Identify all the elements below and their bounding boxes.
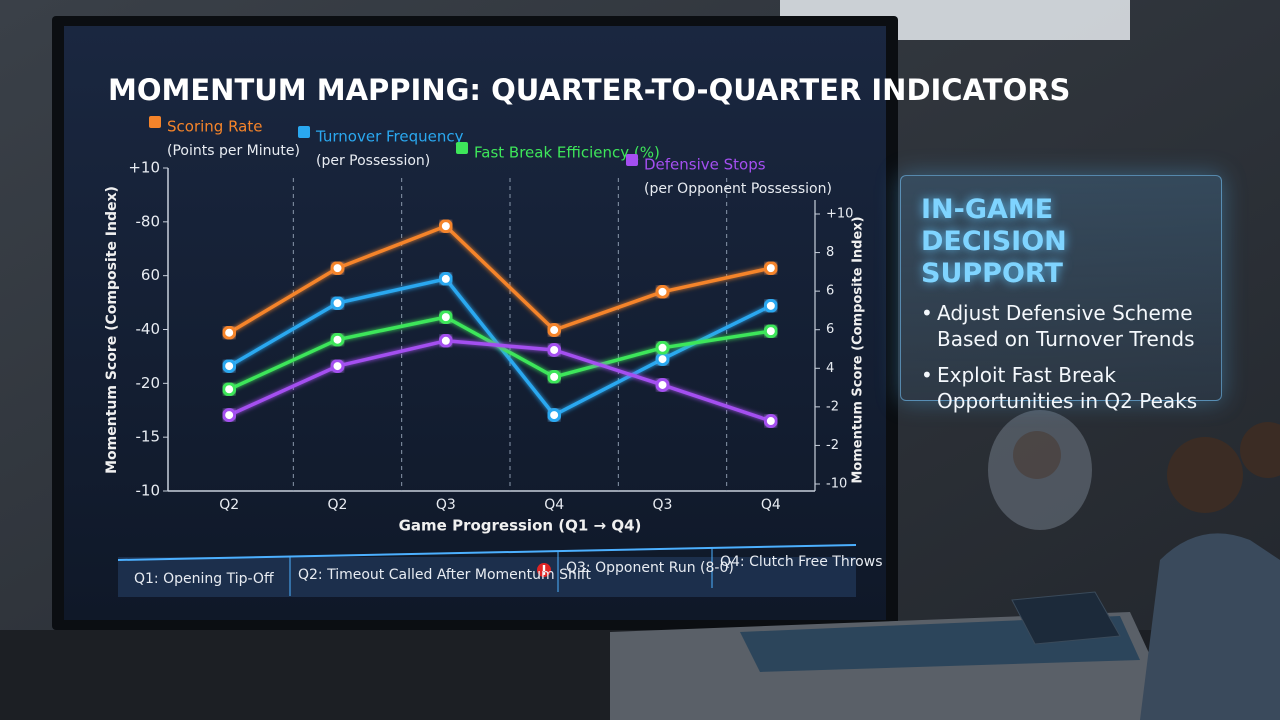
y-tick-label: -10 — [136, 482, 161, 500]
series-point — [222, 408, 237, 423]
series-point — [438, 310, 453, 325]
chart-title: MOMENTUM MAPPING: QUARTER-TO-QUARTER IND… — [108, 73, 1070, 107]
timeline-event: Q1: Opening Tip-Off — [134, 571, 274, 587]
y2-tick-label: -2 — [826, 438, 839, 453]
legend-swatch — [456, 142, 468, 154]
legend-unit: (per Possession) — [316, 153, 430, 169]
legend-unit: (Points per Minute) — [167, 143, 300, 159]
bullet-dot: • — [921, 363, 933, 387]
series-point — [655, 352, 670, 367]
series-point — [222, 325, 237, 340]
x-tick-label: Q3 — [653, 497, 673, 513]
legend-label: Fast Break Efficiency (%) — [474, 144, 660, 162]
series-point — [330, 261, 345, 276]
series-point — [547, 408, 562, 423]
y2-tick-label: -2 — [826, 399, 839, 414]
timeline-event: Q4: Clutch Free Throws — [720, 554, 882, 570]
legend-unit: (per Opponent Possession) — [644, 181, 832, 197]
legend-label: Scoring Rate — [167, 118, 262, 136]
series-point — [655, 284, 670, 299]
series-point — [655, 340, 670, 355]
y2-tick-label: 6 — [826, 284, 834, 299]
y-tick-label: +10 — [128, 159, 160, 177]
y2-tick-label: -10 — [826, 477, 847, 492]
series-point — [438, 219, 453, 234]
legend-swatch — [298, 126, 310, 138]
panel-bullet: • Adjust Defensive Scheme Based on Turnov… — [921, 300, 1201, 352]
series-line — [228, 339, 772, 423]
series-point — [547, 342, 562, 357]
tablet — [1011, 591, 1121, 645]
y-tick-label: -20 — [136, 374, 161, 392]
series-point — [547, 369, 562, 384]
person-foreground-head — [1167, 437, 1243, 513]
bullet-text: Exploit Fast Break Opportunities in Q2 P… — [937, 363, 1198, 413]
alert-icon-mark — [542, 572, 546, 575]
y-tick-label: -40 — [136, 320, 161, 338]
y-tick-label: 60 — [141, 266, 160, 284]
series-point — [547, 323, 562, 338]
series-point — [222, 359, 237, 374]
timeline-line — [117, 544, 857, 561]
series-line — [228, 224, 772, 335]
y2-tick-label: 6 — [826, 322, 834, 337]
series-point — [222, 382, 237, 397]
y-axis-label: Momentum Score (Composite Index) — [104, 186, 120, 474]
person-blurred-head — [1013, 431, 1061, 479]
series-point — [763, 261, 778, 276]
x-tick-label: Q4 — [544, 497, 564, 513]
timeline-event: Q2: Timeout Called After Momentum Shift — [298, 567, 591, 583]
series-point — [655, 377, 670, 392]
timeline-event: Q3: Opponent Run (8-0) — [566, 560, 734, 576]
legend-swatch — [626, 154, 638, 166]
bullet-text: Adjust Defensive Scheme Based on Turnove… — [937, 301, 1195, 351]
series-point — [763, 298, 778, 313]
series-point — [438, 333, 453, 348]
y2-tick-label: +10 — [826, 207, 853, 222]
series-point — [438, 271, 453, 286]
alert-icon-mark — [542, 565, 546, 571]
person-foreground — [1140, 533, 1280, 720]
series-point — [330, 296, 345, 311]
panel-title: IN-GAME DECISION SUPPORT — [921, 194, 1067, 289]
y-tick-label: -15 — [136, 428, 161, 446]
series-point — [330, 332, 345, 347]
legend-swatch — [149, 116, 161, 128]
timeline-bar — [118, 557, 856, 597]
legend-label: Turnover Frequency — [315, 128, 464, 146]
y2-tick-label: 8 — [826, 245, 834, 260]
panel-bullet: • Exploit Fast Break Opportunities in Q2 … — [921, 362, 1201, 414]
x-tick-label: Q4 — [761, 497, 781, 513]
series-point — [330, 359, 345, 374]
person-right-head — [1240, 422, 1280, 478]
y2-tick-label: 4 — [826, 361, 834, 376]
legend-label: Defensive Stops — [644, 156, 766, 174]
x-tick-label: Q2 — [328, 497, 348, 513]
x-tick-label: Q3 — [436, 497, 456, 513]
series-point — [763, 414, 778, 429]
x-axis-label: Game Progression (Q1 → Q4) — [399, 517, 642, 535]
bullet-dot: • — [921, 301, 933, 325]
y-tick-label: -80 — [136, 212, 161, 230]
y2-axis-label: Momentum Score (Composite Index) — [851, 216, 866, 483]
series-point — [763, 324, 778, 339]
screen — [64, 26, 886, 620]
x-tick-label: Q2 — [219, 497, 239, 513]
decision-panel: IN-GAME DECISION SUPPORT • Adjust Defensi… — [900, 175, 1222, 413]
